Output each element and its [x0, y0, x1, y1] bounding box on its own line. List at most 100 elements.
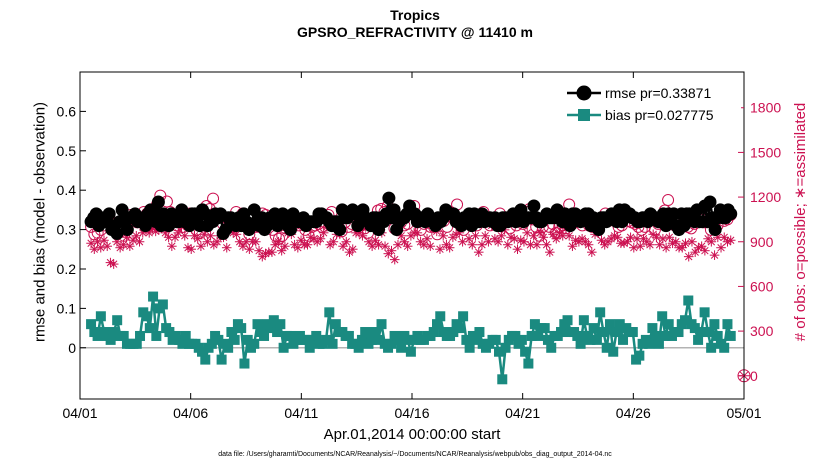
asterisk-stroke [720, 233, 728, 242]
x-tick-label: 05/01 [726, 405, 761, 421]
asterisk-stroke [659, 235, 667, 243]
asterisk-stroke [584, 241, 593, 249]
obs-assimilated-point [671, 236, 681, 247]
obs-assimilated-point [251, 236, 261, 247]
y-right-tick-label: 600 [750, 278, 774, 294]
bias-point [373, 334, 384, 345]
asterisk-stroke [274, 238, 283, 246]
asterisk-stroke [342, 238, 350, 246]
bias-point [542, 334, 553, 345]
obs-assimilated-point [196, 241, 206, 252]
bias-point [722, 319, 733, 330]
bias-point [529, 319, 540, 330]
bias-point [343, 330, 354, 341]
bias-point [673, 327, 684, 338]
bias-point [278, 342, 289, 353]
asterisk-stroke [636, 242, 644, 250]
asterisk-stroke [206, 232, 215, 240]
asterisk-stroke [597, 236, 606, 244]
asterisk-stroke [403, 242, 412, 250]
asterisk-stroke [539, 233, 548, 242]
obs-assimilated-point [293, 242, 303, 253]
rmse-point [120, 223, 134, 237]
asterisk-stroke [349, 245, 357, 253]
asterisk-stroke [135, 238, 144, 246]
bias-point [591, 334, 602, 345]
asterisk-stroke [588, 248, 596, 256]
bias-point [386, 338, 397, 349]
rmse-point [382, 191, 396, 205]
bias-point [618, 334, 629, 345]
asterisk-stroke [678, 243, 686, 252]
obs-assimilated-point [622, 236, 633, 247]
bias-point [144, 323, 155, 334]
bias-point [327, 338, 338, 349]
asterisk-stroke [710, 251, 719, 259]
bias-point [461, 334, 472, 345]
rmse-point [151, 195, 165, 209]
asterisk-stroke [536, 229, 544, 237]
asterisk-stroke [103, 242, 111, 250]
obs-assimilated-point [380, 241, 390, 252]
asterisk-stroke [623, 238, 632, 246]
obs-assimilated-point [457, 236, 468, 247]
y-right-tick-label: 1200 [750, 189, 781, 205]
obs-possible-point [207, 192, 220, 205]
bias-point [712, 330, 723, 341]
asterisk-stroke [297, 236, 305, 244]
obs-assimilated-point [341, 236, 352, 247]
obs-assimilated-point [632, 233, 642, 244]
bias-point [108, 327, 119, 338]
obs-assimilated-point [509, 233, 520, 244]
y-left-tick-label: 0.1 [57, 300, 77, 316]
obs-assimilated-point [425, 241, 436, 252]
rmse-point [703, 195, 717, 209]
obs-assimilated-point [128, 235, 138, 246]
asterisk-stroke [465, 235, 473, 243]
obs-assimilated-point [564, 230, 574, 241]
obs-assimilated-point [532, 239, 542, 250]
asterisk-stroke [277, 246, 286, 255]
asterisk-stroke [164, 233, 173, 242]
bias-point [324, 307, 335, 318]
y-left-tick-label: 0.4 [57, 182, 77, 198]
bias-point [516, 334, 527, 345]
y-left-tick-label: 0.6 [57, 103, 77, 119]
bias-point [471, 334, 482, 345]
bias-point [604, 319, 615, 330]
rmse-point [527, 199, 541, 213]
asterisk-stroke [303, 241, 312, 249]
asterisk-stroke [526, 241, 535, 249]
bias-point [696, 327, 707, 338]
asterisk-stroke [100, 236, 108, 244]
obs-assimilated-point [680, 238, 691, 249]
obs-assimilated-point [118, 239, 129, 250]
bias-point [689, 323, 700, 334]
bias-point [647, 323, 658, 334]
y-left-tick-label: 0 [68, 340, 76, 356]
bias-point [454, 323, 465, 334]
obs-assimilated-point [661, 242, 671, 253]
obs-assimilated-point [683, 251, 694, 262]
asterisk-stroke [181, 232, 189, 240]
asterisk-stroke [552, 235, 560, 243]
asterisk-stroke [546, 248, 554, 256]
bias-point [448, 327, 459, 338]
asterisk-stroke [90, 245, 99, 253]
obs-assimilated-point [687, 236, 697, 247]
bias-point [360, 327, 371, 338]
obs-assimilated-point [503, 239, 513, 250]
bias-point [197, 346, 208, 357]
bias-point [614, 319, 625, 330]
bias-point [118, 330, 129, 341]
asterisk-stroke [688, 238, 696, 246]
bias-point [105, 334, 116, 345]
asterisk-stroke [613, 233, 622, 242]
x-axis-label: Apr.01,2014 00:00:00 start [323, 426, 501, 443]
y-right-tick-label: 900 [750, 234, 774, 250]
bias-point [112, 315, 123, 326]
asterisk-stroke [510, 235, 518, 243]
asterisk-stroke [517, 236, 525, 244]
bias-point [657, 311, 668, 322]
bias-point [706, 342, 717, 353]
